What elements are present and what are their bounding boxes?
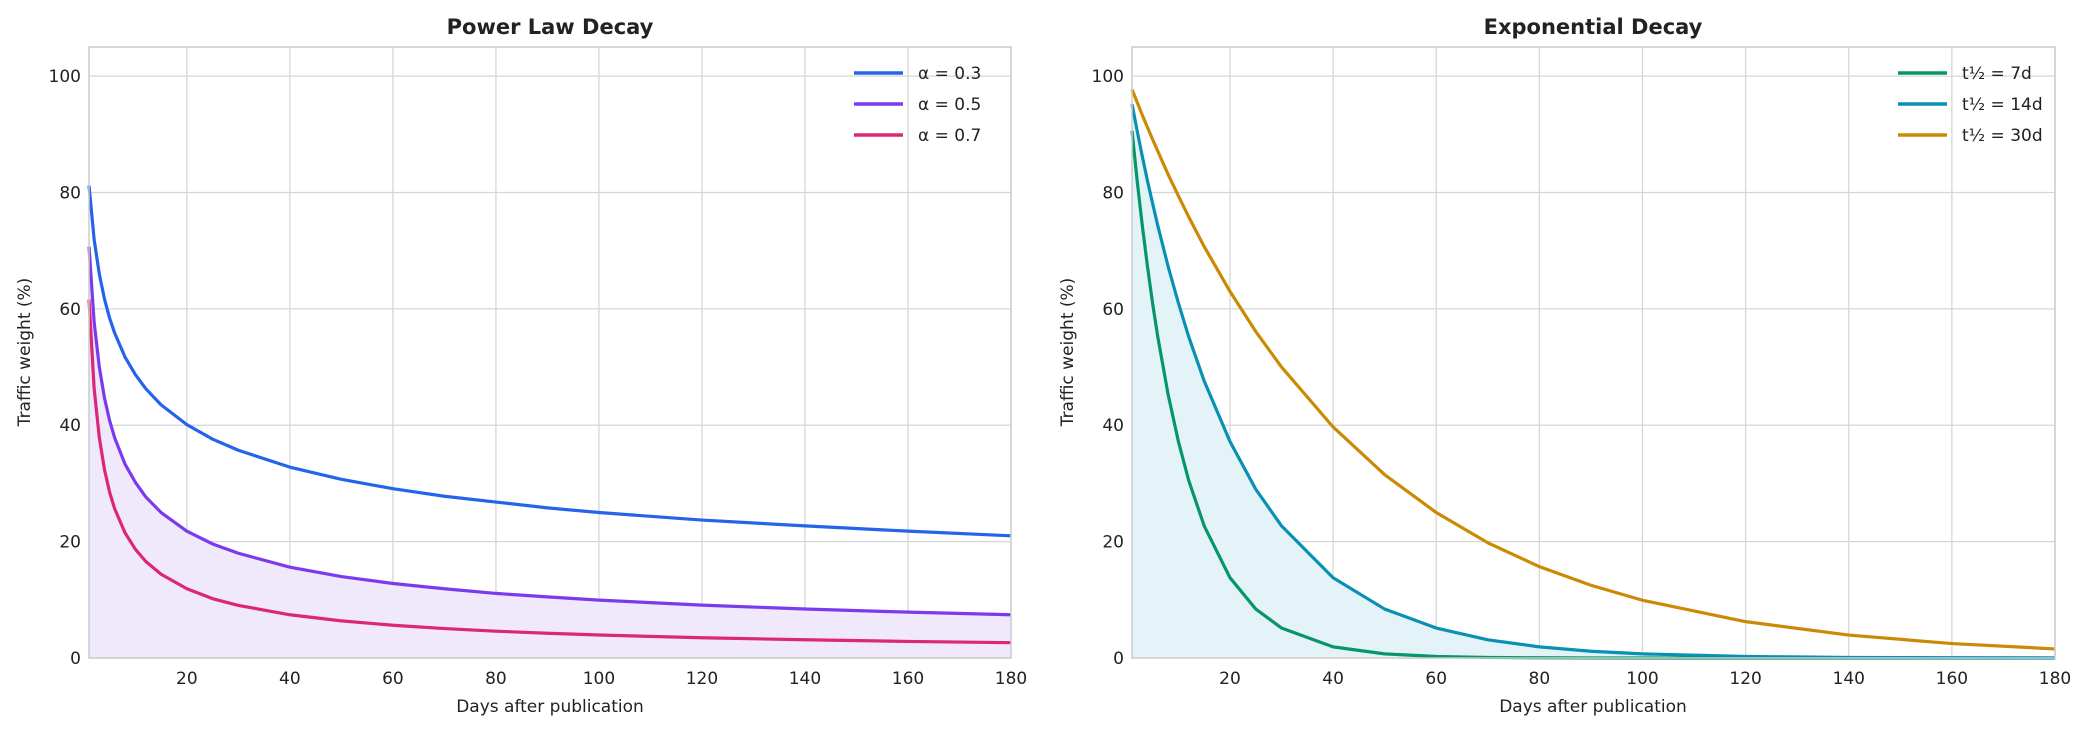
legend-label: t½ = 7d [1962,64,2032,84]
area-fill [1132,104,2055,658]
legend-label: t½ = 30d [1962,126,2043,146]
x-tick-label: 60 [382,669,404,689]
series-line [87,246,1012,617]
grid [89,47,1012,659]
series-line [1130,103,2056,660]
exponential-panel: Exponential Decay Days after publication… [1058,15,2071,717]
legend-label: t½ = 14d [1962,95,2043,115]
x-tick-label: 140 [789,669,821,689]
chart-title: Power Law Decay [447,15,654,39]
y-tick-label: 100 [49,67,81,87]
x-tick-label: 100 [583,669,615,689]
y-tick-label: 40 [1102,416,1124,436]
x-tick-label: 100 [1626,669,1658,689]
chart-title: Exponential Decay [1484,15,1703,39]
y-tick-label: 0 [1113,649,1124,669]
series-line [1130,88,2056,651]
y-axis-label: Traffic weight (%) [15,278,35,428]
y-tick-label: 20 [59,533,81,553]
x-tick-label: 80 [485,669,507,689]
x-axis-label: Days after publication [1499,697,1687,717]
power-law-panel: Power Law Decay Days after publication T… [15,15,1027,717]
y-axis-label: Traffic weight (%) [1058,278,1078,428]
y-tick-label: 100 [1092,67,1124,87]
x-axis-label: Days after publication [456,697,644,717]
legend-label: α = 0.5 [918,95,981,115]
y-tick-label: 20 [1102,533,1124,553]
series-line [87,185,1012,538]
x-tick-label: 40 [1322,669,1344,689]
legend: α = 0.3 α = 0.5 α = 0.7 [854,64,981,146]
y-tick-label: 80 [59,183,81,203]
y-tick-label: 40 [59,416,81,436]
x-tick-label: 180 [2039,669,2071,689]
y-tick-label: 80 [1102,183,1124,203]
y-tick-label: 60 [1102,300,1124,320]
plot-frame [88,46,1012,659]
legend-label: α = 0.7 [918,126,981,146]
x-tick-label: 120 [1729,669,1761,689]
x-tick-label: 20 [176,669,198,689]
legend: t½ = 7d t½ = 14d t½ = 30d [1898,64,2043,146]
x-tick-label: 160 [892,669,924,689]
x-tick-label: 160 [1936,669,1968,689]
x-tick-label: 180 [995,669,1027,689]
x-tick-label: 20 [1219,669,1241,689]
x-tick-label: 120 [686,669,718,689]
x-tick-label: 40 [279,669,301,689]
x-tick-label: 140 [1833,669,1865,689]
legend-label: α = 0.3 [918,64,981,84]
x-tick-label: 60 [1425,669,1447,689]
area-fill [89,246,1011,659]
plot-frame [1131,46,2056,659]
y-tick-label: 60 [59,300,81,320]
y-tick-label: 0 [70,649,81,669]
x-tick-label: 80 [1529,669,1551,689]
series-line [87,299,1012,645]
